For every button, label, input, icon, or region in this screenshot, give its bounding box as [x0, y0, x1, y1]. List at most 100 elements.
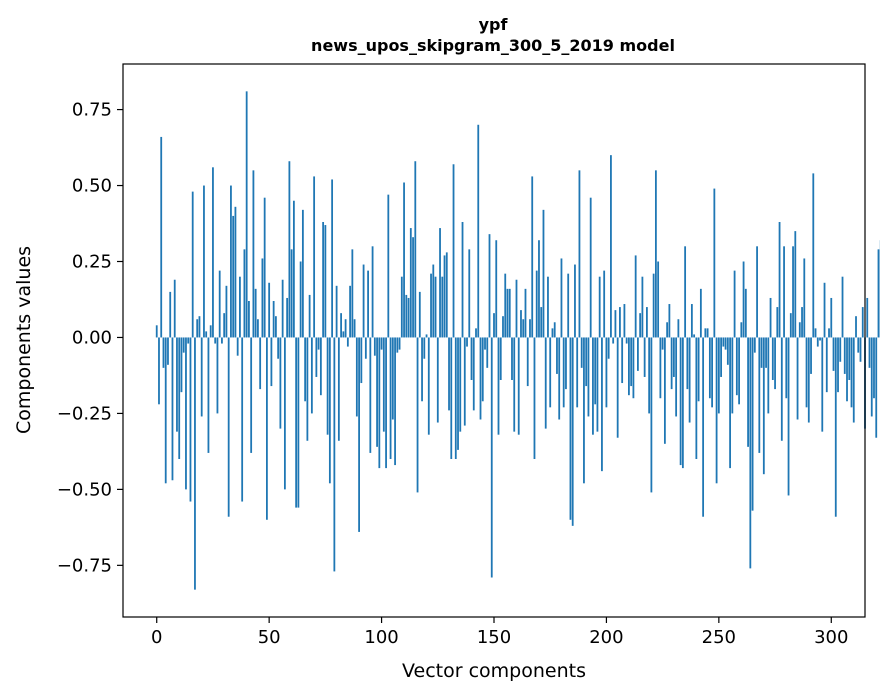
- bar: [254, 288, 257, 338]
- bar: [706, 328, 709, 338]
- bar: [830, 297, 833, 338]
- bar: [837, 337, 839, 393]
- bar: [263, 197, 266, 338]
- bar: [299, 261, 302, 338]
- bar: [713, 188, 716, 338]
- bar: [760, 337, 763, 368]
- bar: [207, 337, 210, 453]
- bar: [794, 231, 797, 338]
- bar: [735, 337, 738, 396]
- bar: [675, 337, 678, 417]
- bar: [749, 337, 752, 569]
- bar: [535, 270, 538, 338]
- bar: [733, 270, 736, 338]
- chart-title: ypf: [479, 15, 509, 34]
- bar: [304, 337, 307, 402]
- bar: [493, 313, 495, 338]
- bar: [805, 337, 808, 408]
- bar: [430, 273, 432, 338]
- bar: [598, 276, 601, 338]
- bar: [715, 337, 718, 484]
- x-tick-label: 150: [477, 627, 511, 648]
- bar: [810, 337, 812, 374]
- bar: [778, 222, 781, 338]
- bar: [335, 285, 338, 338]
- bar: [708, 337, 711, 399]
- bar: [839, 337, 842, 362]
- y-tick-label: 0.25: [72, 252, 112, 273]
- bar: [232, 215, 235, 338]
- bar: [373, 337, 376, 356]
- bar: [816, 337, 819, 347]
- bar: [218, 270, 221, 338]
- x-axis-label: Vector components: [402, 660, 586, 682]
- bar: [306, 337, 309, 441]
- bar: [796, 337, 799, 420]
- bar: [378, 337, 381, 469]
- bar: [301, 209, 304, 338]
- bar: [212, 167, 214, 338]
- bar: [508, 288, 511, 338]
- bar: [769, 297, 772, 338]
- bar: [529, 319, 531, 338]
- bar: [632, 337, 635, 399]
- bar: [158, 337, 160, 405]
- bar: [484, 337, 486, 350]
- bar: [171, 337, 174, 481]
- bar: [445, 252, 448, 338]
- bar: [248, 301, 250, 338]
- bar: [553, 322, 556, 338]
- bar: [268, 282, 271, 338]
- bar: [580, 337, 583, 368]
- bar: [666, 322, 669, 338]
- bar: [565, 337, 567, 390]
- bar: [792, 246, 794, 338]
- bar: [726, 337, 729, 365]
- x-tick-label: 0: [151, 627, 162, 648]
- bar: [191, 191, 194, 338]
- bar: [607, 337, 610, 359]
- bar: [250, 337, 253, 453]
- bar: [389, 337, 392, 459]
- bar: [823, 282, 826, 338]
- x-axis-ticks: 0 50 100 150 200 250 300: [151, 617, 848, 648]
- bar: [443, 255, 446, 338]
- bar: [558, 337, 561, 420]
- bar: [747, 337, 749, 447]
- bar: [326, 337, 329, 435]
- bar: [859, 337, 862, 362]
- bar: [783, 246, 785, 338]
- bar: [252, 170, 255, 338]
- x-tick-label: 200: [589, 627, 623, 648]
- bar: [628, 337, 630, 396]
- bar: [661, 337, 664, 350]
- bar: [319, 337, 322, 396]
- chart-subtitle: news_upos_skipgram_300_5_2019 model: [311, 36, 675, 55]
- bar: [216, 337, 219, 414]
- bar: [187, 337, 190, 344]
- bar: [160, 136, 163, 338]
- bar: [214, 337, 217, 344]
- bar: [369, 337, 372, 453]
- bar: [454, 337, 457, 459]
- bar: [711, 337, 713, 408]
- bar: [279, 337, 282, 429]
- bar: [353, 319, 356, 338]
- bar: [236, 337, 239, 356]
- bar: [176, 337, 178, 432]
- plot-frame: [122, 63, 866, 618]
- bar: [720, 337, 722, 377]
- bar: [450, 337, 453, 459]
- bar: [470, 337, 473, 380]
- bar: [616, 337, 619, 438]
- y-tick-label: 0.50: [72, 176, 112, 197]
- bar: [394, 337, 396, 466]
- bar: [603, 270, 606, 338]
- bar: [164, 337, 167, 484]
- bar: [576, 337, 579, 408]
- bar: [870, 337, 873, 417]
- y-tick-label: −0.25: [57, 403, 112, 424]
- bar: [846, 337, 848, 402]
- bar: [434, 276, 437, 338]
- bar: [785, 337, 788, 399]
